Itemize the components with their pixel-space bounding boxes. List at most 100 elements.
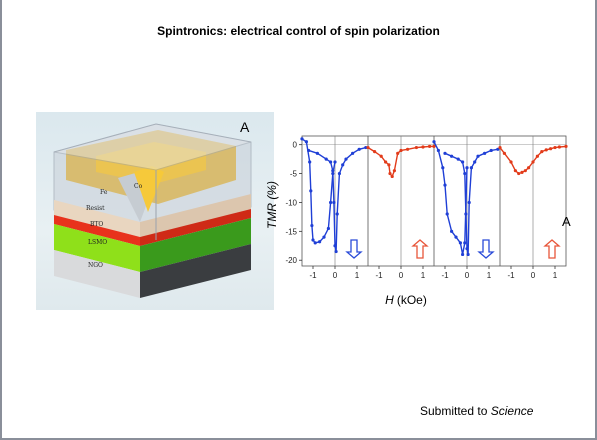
chart-panel-label: A (562, 214, 571, 229)
data-point (443, 183, 447, 187)
x-tick-label: 1 (487, 271, 492, 280)
data-point (540, 150, 544, 154)
data-point (443, 151, 447, 155)
data-point (454, 235, 458, 239)
footer-journal: Science (490, 404, 534, 418)
layer-label-fe: Fe (100, 189, 108, 196)
data-point (502, 151, 506, 155)
data-point (465, 247, 469, 251)
layer-label-resist: Resist (86, 205, 105, 212)
field-down-arrow-icon (345, 239, 363, 259)
data-point (310, 223, 314, 228)
data-point (366, 145, 370, 150)
data-point (465, 166, 469, 170)
data-point (469, 166, 473, 170)
data-point (300, 137, 304, 141)
y-tick-label: -20 (285, 256, 297, 265)
data-point (466, 252, 470, 257)
x-tick-label: 0 (399, 271, 404, 280)
y-tick-label: 0 (293, 141, 298, 150)
data-point (557, 145, 561, 149)
data-point (351, 151, 355, 155)
slide-border-left (0, 0, 2, 440)
series-line (308, 146, 366, 252)
data-point (333, 160, 337, 164)
data-point (379, 154, 383, 158)
data-point (461, 252, 465, 257)
footer-note: Submitted to Science (420, 404, 533, 418)
data-point (326, 226, 330, 231)
device-panel-label: A (240, 119, 250, 135)
data-point (428, 144, 432, 148)
slide-border-right (595, 0, 597, 440)
data-point (476, 154, 480, 158)
data-point (496, 147, 500, 151)
data-point (513, 169, 517, 173)
x-tick-label: 1 (355, 271, 360, 280)
data-point (390, 174, 394, 179)
data-point (432, 140, 436, 144)
data-point (311, 238, 315, 242)
slide-border-bottom (0, 438, 597, 440)
x-tick-label: 1 (553, 271, 558, 280)
data-point (527, 166, 531, 170)
data-point (483, 151, 487, 155)
data-point (309, 189, 313, 193)
data-point (564, 144, 568, 148)
data-point (344, 157, 348, 161)
footer-prefix: Submitted to (420, 404, 491, 418)
x-tick-label: 1 (421, 271, 426, 280)
data-point (549, 147, 553, 151)
series-line (433, 141, 468, 255)
data-point (467, 200, 471, 205)
x-tick-label: -1 (441, 271, 449, 280)
data-point (331, 169, 335, 173)
data-point (509, 160, 513, 164)
device-illustration: Fe Co Resist BTO LSMO NGO A (53, 119, 252, 298)
data-point (322, 235, 326, 239)
data-point (334, 249, 338, 254)
layer-label-lsmo: LSMO (88, 239, 107, 246)
layer-label-bto: BTO (90, 221, 103, 228)
x-tick-label: -1 (375, 271, 383, 280)
series-line (499, 145, 567, 175)
data-point (456, 157, 460, 161)
data-point (421, 145, 425, 149)
data-point (473, 160, 477, 164)
data-point (329, 200, 333, 205)
series-line (444, 148, 498, 255)
data-point (520, 170, 524, 174)
data-point (489, 148, 493, 153)
field-up-arrow-icon (411, 239, 429, 259)
data-point (523, 169, 527, 173)
data-point (450, 154, 454, 158)
field-down-arrow-icon (477, 239, 495, 259)
data-point (517, 171, 521, 176)
x-axis-variable: H (385, 293, 394, 307)
data-point (464, 212, 468, 216)
data-point (414, 145, 418, 150)
x-tick-label: 0 (465, 271, 470, 280)
data-point (387, 163, 391, 167)
data-point (450, 229, 454, 233)
layer-label-ngo: NGO (88, 262, 103, 269)
data-point (332, 200, 336, 205)
data-point (463, 241, 467, 245)
data-point (315, 151, 319, 155)
data-point (553, 145, 557, 150)
data-point (461, 160, 465, 164)
data-point (318, 240, 322, 244)
data-point (441, 166, 445, 170)
data-point (337, 171, 341, 176)
data-point (432, 144, 436, 148)
data-point (307, 148, 311, 153)
x-tick-label: -1 (309, 271, 317, 280)
data-point (531, 160, 535, 164)
data-point (463, 171, 467, 176)
data-point (357, 147, 361, 151)
data-point (458, 241, 462, 245)
slide-title: Spintronics: electrical control of spin … (157, 24, 440, 38)
data-point (436, 148, 440, 153)
y-tick-label: -15 (285, 227, 297, 236)
y-tick-label: -10 (285, 198, 297, 207)
